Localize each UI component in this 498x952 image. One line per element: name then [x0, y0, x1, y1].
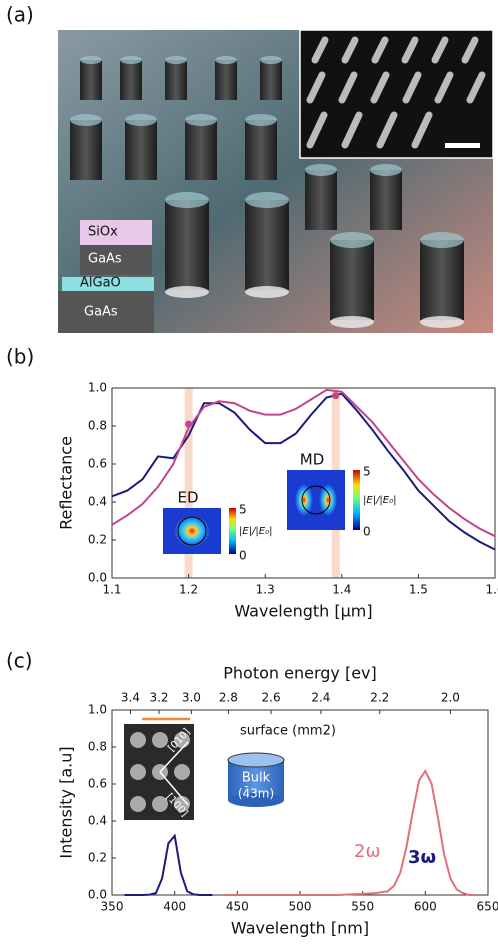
layer-label: GaAs — [88, 252, 122, 267]
colorbar-tick: 0 — [363, 525, 371, 539]
page: SiOx GaAs AlGaO GaAs (a) (b) (c) 0.00.20… — [0, 0, 498, 952]
marker — [185, 421, 192, 428]
x-tick-label: 450 — [226, 900, 249, 914]
field-map-hot — [295, 484, 313, 516]
x-axis-label: Wavelength [μm] — [234, 602, 372, 621]
layer-label: AlGaO — [80, 276, 121, 291]
x-tick-label: 1.3 — [256, 583, 275, 597]
layer-label: GaAs — [84, 305, 118, 320]
marker — [332, 392, 339, 399]
y-tick-label: 0.4 — [88, 495, 107, 509]
x2-axis-label: Photon energy [ev] — [223, 664, 377, 683]
inset-label: ED — [177, 489, 198, 507]
y-tick-label: 0.2 — [88, 533, 107, 547]
colorbar-title: |E|/|E₀| — [363, 495, 397, 506]
lattice-disk — [130, 764, 146, 780]
colorbar — [353, 470, 360, 530]
x-tick-label: 1.5 — [409, 583, 428, 597]
y-tick-label: 0.6 — [88, 457, 107, 471]
x2-tick-label: 2.6 — [262, 691, 281, 705]
annotation: Bulk — [242, 771, 271, 786]
y-tick-label: 1.0 — [88, 703, 107, 717]
x2-tick-label: 3.4 — [121, 691, 140, 705]
x-tick-label: 600 — [414, 900, 437, 914]
lattice-disk — [152, 732, 168, 748]
x-tick-label: 400 — [163, 900, 186, 914]
panel-label: (a) — [6, 3, 34, 27]
layer-label: SiOx — [88, 225, 118, 240]
inset-label: MD — [300, 451, 325, 469]
x2-tick-label: 3.0 — [182, 691, 201, 705]
field-map-hot — [174, 515, 210, 547]
x-tick-label: 550 — [351, 900, 374, 914]
y-tick-label: 0.2 — [88, 851, 107, 865]
y-tick-label: 0.6 — [88, 777, 107, 791]
x-tick-label: 1.6 — [485, 583, 498, 597]
x2-tick-label: 3.2 — [149, 691, 168, 705]
illustration: SiOx GaAs AlGaO GaAs — [58, 30, 493, 333]
y-tick-label: 0.4 — [88, 814, 107, 828]
x-tick-label: 350 — [101, 900, 124, 914]
lattice-disk — [130, 796, 146, 812]
y-tick-label: 0.8 — [88, 419, 107, 433]
series-label: 3ω — [408, 847, 436, 868]
x2-tick-label: 2.4 — [311, 691, 330, 705]
annotation: (4̄3m) — [238, 786, 274, 800]
x-tick-label: 1.4 — [332, 583, 351, 597]
figure: SiOx GaAs AlGaO GaAs (a) (b) (c) 0.00.20… — [0, 0, 498, 952]
y-axis-label: Reflectance — [57, 436, 76, 530]
x-tick-label: 1.2 — [179, 583, 198, 597]
x-tick-label: 500 — [289, 900, 312, 914]
series-line — [125, 836, 213, 895]
panel-label: (c) — [6, 649, 33, 673]
x-tick-label: 1.1 — [102, 583, 121, 597]
x-tick-label: 650 — [477, 900, 498, 914]
colorbar-title: |E|/|E₀| — [239, 526, 273, 537]
field-map-hot — [319, 484, 337, 516]
y-tick-label: 1.0 — [88, 381, 107, 395]
series-label: 2ω — [354, 841, 381, 862]
x-axis-label: Wavelength [nm] — [231, 919, 369, 938]
x2-tick-label: 2.2 — [370, 691, 389, 705]
y-axis-label: Intensity [a.u] — [57, 746, 76, 858]
colorbar-tick: 0 — [239, 549, 247, 563]
colorbar — [229, 508, 236, 554]
panel-label: (b) — [6, 345, 34, 369]
colorbar-tick: 5 — [239, 503, 247, 517]
y-tick-label: 0.8 — [88, 740, 107, 754]
annotation: surface (mm2) — [240, 724, 336, 739]
x2-tick-label: 2.8 — [219, 691, 238, 705]
x2-tick-label: 2.0 — [441, 691, 460, 705]
bulk-top — [228, 753, 284, 767]
lattice-disk — [174, 764, 190, 780]
colorbar-tick: 5 — [363, 465, 371, 479]
lattice-disk — [130, 732, 146, 748]
